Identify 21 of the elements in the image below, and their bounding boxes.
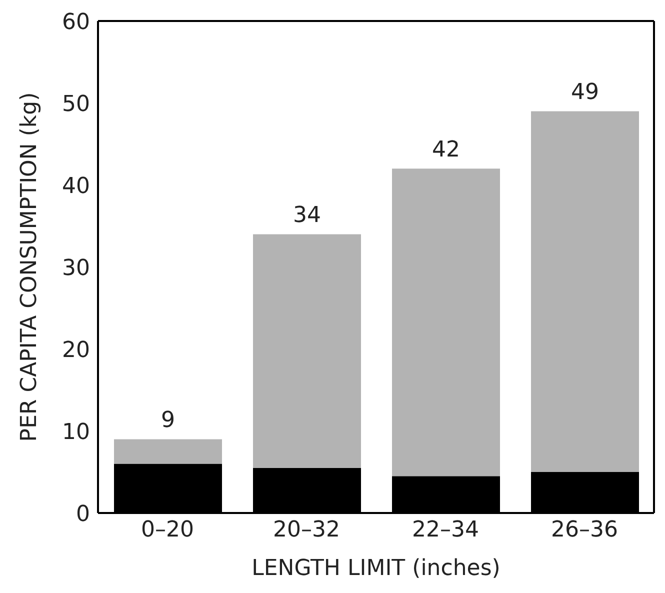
y-tick-label: 50: [62, 92, 90, 117]
y-tick-label: 30: [62, 256, 90, 281]
y-tick-label: 20: [62, 338, 90, 363]
x-axis-title: LENGTH LIMIT (inches): [252, 556, 500, 581]
total-label: 34: [293, 203, 321, 228]
y-tick-label: 40: [62, 174, 90, 199]
y-tick-label: 0: [76, 502, 90, 527]
total-label: 9: [161, 408, 175, 434]
total-label: 42: [432, 138, 460, 163]
x-tick-label: 26–36: [551, 518, 618, 543]
x-tick-label: 0–20: [141, 518, 194, 543]
y-axis-title: PER CAPITA CONSUMPTION (kg): [16, 92, 42, 442]
total-label: 49: [571, 80, 599, 106]
y-tick-label: 10: [62, 420, 90, 445]
y-tick-label: 60: [62, 10, 90, 35]
bar: [253, 234, 361, 468]
bar: [392, 168, 500, 476]
bar: [531, 111, 639, 472]
x-tick-label: 20–32: [273, 518, 340, 543]
x-tick-label: 22–34: [412, 518, 479, 543]
bar: [114, 439, 222, 464]
